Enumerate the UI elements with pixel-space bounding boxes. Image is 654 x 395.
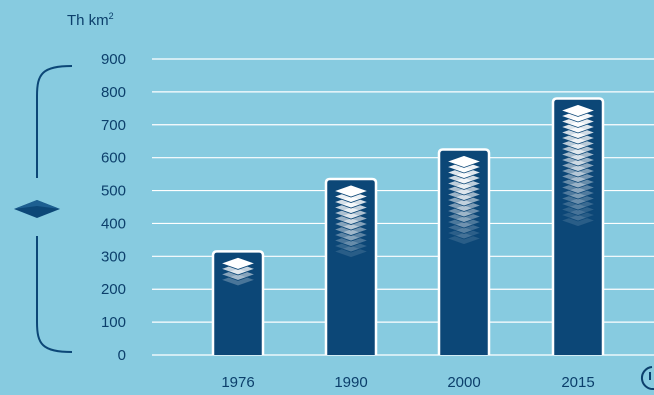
layer-stack-icon [219, 256, 257, 270]
layer-stack-icon [445, 226, 483, 240]
layer-stack-icon [332, 245, 370, 258]
bar-1976 [211, 250, 265, 355]
bracket-lower-arc [36, 236, 73, 353]
y-tick-label: 500 [101, 183, 126, 200]
layer-stack-icon [559, 203, 597, 216]
layer-stack-icon [445, 232, 483, 245]
y-tick-label: 200 [101, 281, 126, 298]
y-tick-label: 700 [101, 117, 126, 134]
layer-stack-icon [559, 214, 597, 227]
layer-stack-icon [445, 204, 483, 218]
y-tick-label: 800 [101, 84, 126, 101]
bars [211, 97, 605, 355]
layer-stack-icon [445, 210, 483, 223]
y-tick-label: 300 [101, 248, 126, 265]
layer-stack-icon [445, 221, 483, 234]
layer-stack-icon [559, 175, 597, 189]
y-tick-label: 600 [101, 150, 126, 167]
x-tick-label: 1990 [334, 374, 367, 391]
y-tick-label: 900 [101, 51, 126, 68]
layer-stack-icon [332, 234, 370, 247]
y-tick-label: 0 [118, 347, 126, 364]
layer-stack-icon [445, 215, 483, 229]
y-tick-label: 400 [101, 215, 126, 232]
x-tick-label: 2015 [561, 374, 594, 391]
bar-rect [211, 250, 265, 355]
layer-stack-icon [559, 181, 597, 194]
layer-stack-icon [559, 208, 597, 222]
circular-icon [640, 366, 654, 391]
layer-stack-icon [559, 197, 597, 211]
y-tick-label: 100 [101, 314, 126, 331]
x-tick-labels: 1976 1990 2000 2015 [221, 374, 594, 391]
layer-stack-icon [332, 228, 370, 242]
layer-stack-icon [559, 186, 597, 200]
bar-1990 [324, 177, 378, 355]
bar-2000 [437, 148, 491, 355]
layer-stack-icon [559, 104, 597, 117]
y-tick-labels: 0 100 200 300 400 500 600 700 800 900 [101, 51, 126, 364]
x-tick-label: 2000 [447, 374, 480, 391]
layer-stack-icon [445, 155, 483, 168]
y-axis-unit-label: Th km2 [67, 11, 114, 29]
bracket-upper-arc [36, 65, 73, 178]
y-bracket [14, 65, 73, 353]
layer-stack-icon [332, 184, 370, 198]
bar-2015 [551, 97, 605, 355]
x-tick-label: 1976 [221, 374, 254, 391]
layer-stack-icon [559, 192, 597, 205]
layer-stack-icon [559, 170, 597, 183]
layer-stack-icon [332, 239, 370, 253]
